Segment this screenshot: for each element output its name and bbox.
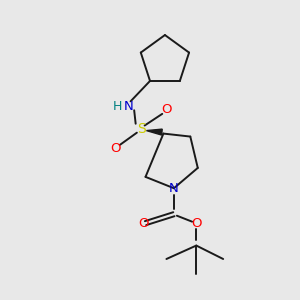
Text: O: O (161, 103, 172, 116)
Text: O: O (110, 142, 121, 155)
Text: O: O (191, 217, 202, 230)
Text: O: O (138, 217, 148, 230)
Text: S: S (137, 122, 146, 136)
Polygon shape (146, 129, 162, 135)
Text: N: N (123, 100, 133, 113)
Text: N: N (169, 182, 179, 195)
Text: H: H (112, 100, 122, 113)
